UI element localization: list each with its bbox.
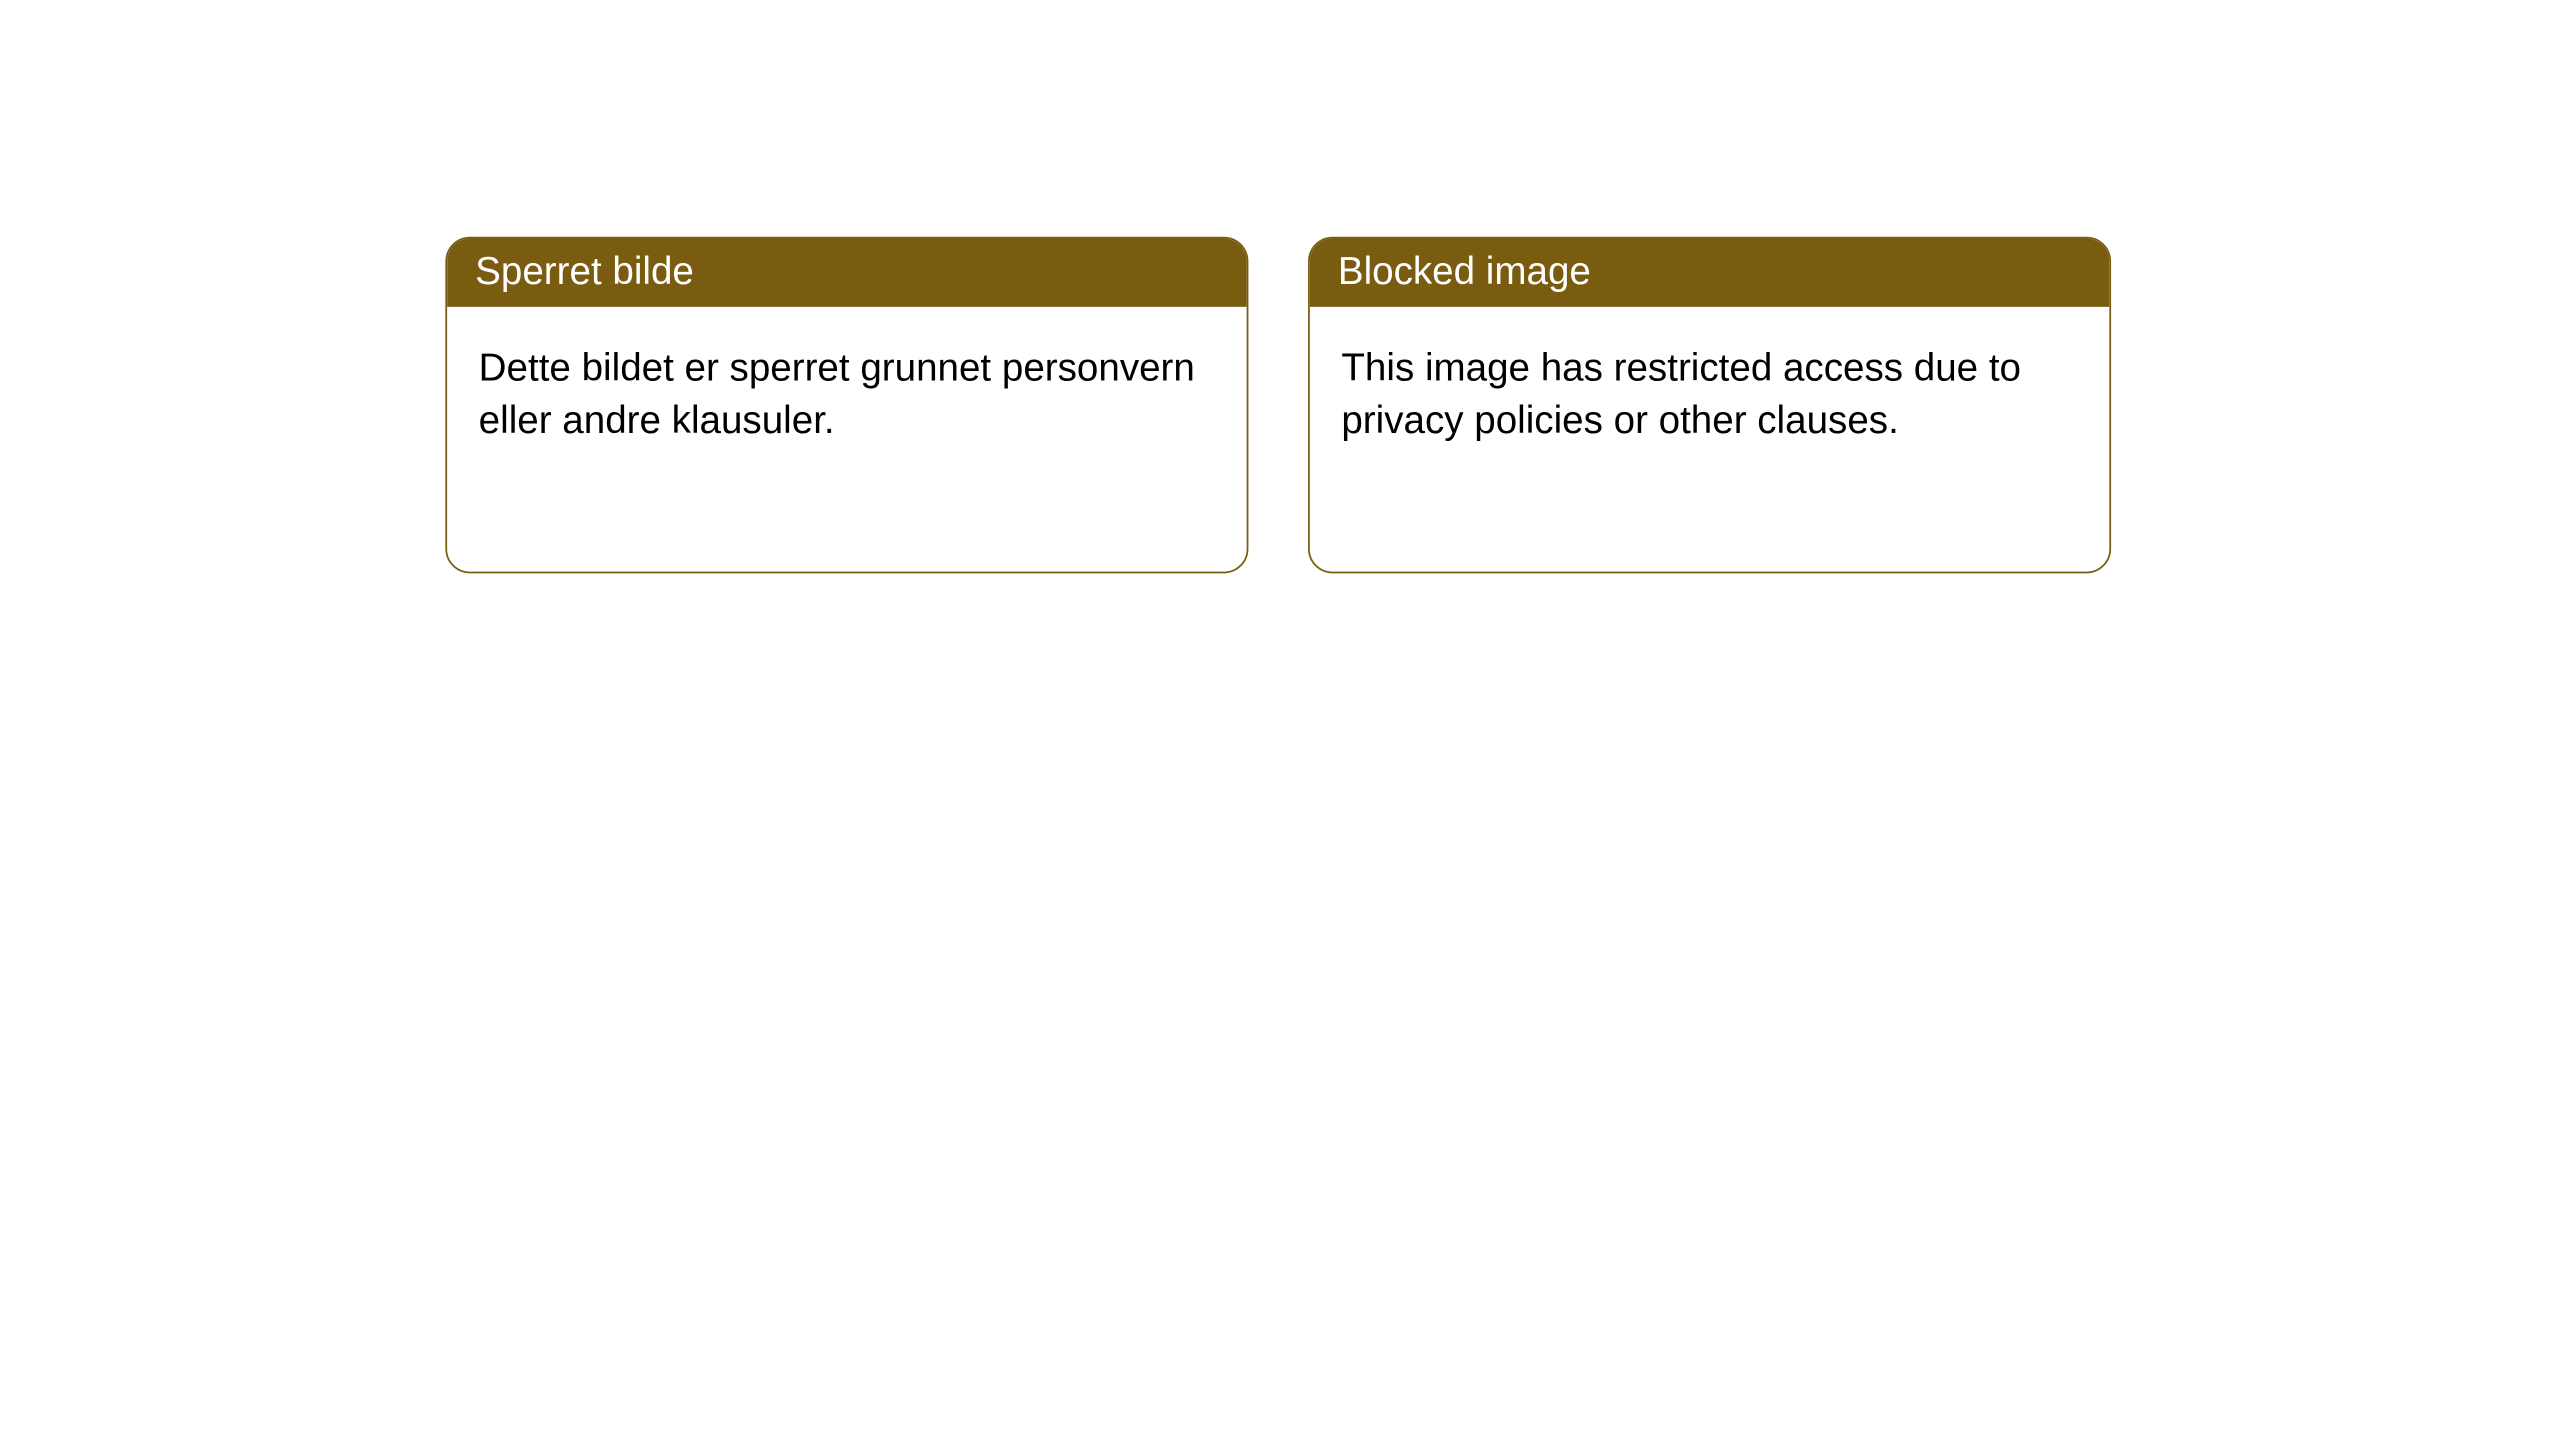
blocked-card-en: Blocked image This image has restricted … — [1308, 237, 2111, 574]
card-row: Sperret bilde Dette bildet er sperret gr… — [445, 237, 2111, 574]
canvas: Sperret bilde Dette bildet er sperret gr… — [0, 0, 2560, 1440]
card-header-no: Sperret bilde — [447, 238, 1247, 307]
card-body-en: This image has restricted access due to … — [1310, 308, 2110, 572]
card-body-no: Dette bildet er sperret grunnet personve… — [447, 308, 1247, 572]
card-header-en: Blocked image — [1310, 238, 2110, 307]
blocked-card-no: Sperret bilde Dette bildet er sperret gr… — [445, 237, 1248, 574]
